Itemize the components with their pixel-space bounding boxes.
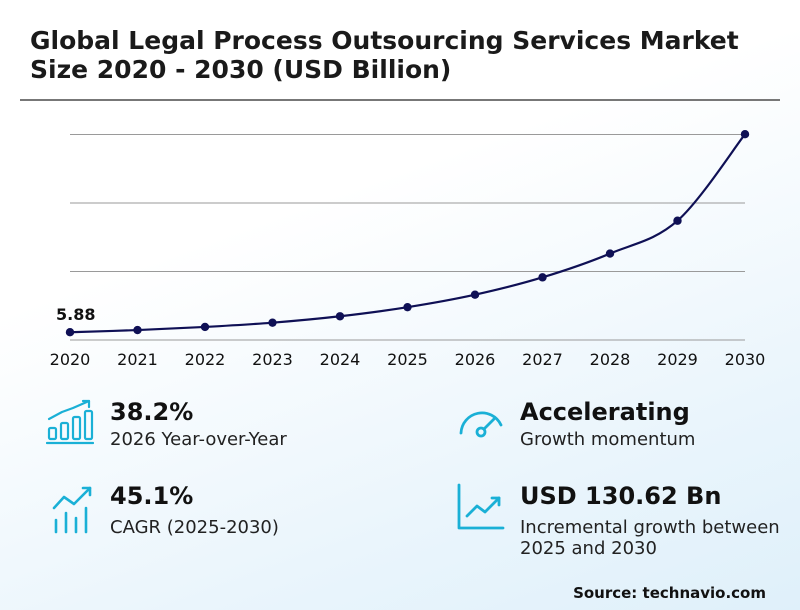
- kpi-value: USD 130.62 Bn: [520, 482, 722, 510]
- x-tick-label: 2030: [725, 350, 766, 369]
- x-tick-label: 2023: [252, 350, 293, 369]
- kpi-value: 45.1%: [110, 482, 194, 510]
- x-tick-label: 2021: [117, 350, 158, 369]
- data-label: 5.88: [56, 305, 95, 324]
- data-point: [470, 290, 480, 299]
- gridlines: [70, 134, 745, 341]
- speedometer-icon: [459, 411, 503, 438]
- data-point: [605, 249, 615, 258]
- data-point: [740, 130, 750, 139]
- x-tick-label: 2024: [320, 350, 361, 369]
- x-tick-label: 2028: [590, 350, 631, 369]
- kpi-label: Growth momentum: [520, 429, 696, 450]
- kpi-label: 2026 Year-over-Year: [110, 429, 287, 450]
- kpi-value: 38.2%: [110, 398, 194, 426]
- kpi-cagr: 45.1% CAGR (2025-2030): [52, 482, 382, 542]
- growth-chart-icon: [52, 486, 92, 534]
- bar-chart-growth-icon: [46, 399, 94, 445]
- kpi-yoy: 38.2% 2026 Year-over-Year: [46, 398, 376, 458]
- series-line: [69, 133, 746, 334]
- data-point: [335, 312, 345, 321]
- data-labels: 5.88: [56, 305, 95, 324]
- x-axis-ticks: 2020 2021 2022 2023 2024 2025 2026 2027 2028 2029…: [50, 350, 766, 369]
- data-point: [200, 322, 210, 332]
- x-tick-label: 2029: [657, 350, 698, 369]
- x-tick-label: 2020: [50, 350, 91, 369]
- kpi-momentum: Accelerating Growth momentum: [456, 398, 786, 458]
- kpi-incremental: USD 130.62 Bn Incremental growth between…: [456, 482, 796, 562]
- x-tick-label: 2026: [455, 350, 496, 369]
- x-tick-label: 2022: [185, 350, 226, 369]
- kpi-label: Incremental growth between 2025 and 2030: [520, 517, 780, 559]
- source-credit: Source: technavio.com: [573, 584, 766, 602]
- x-tick-label: 2025: [387, 350, 428, 369]
- kpi-value: Accelerating: [520, 398, 690, 426]
- title-divider: [20, 99, 780, 101]
- x-tick-label: 2027: [522, 350, 563, 369]
- data-points: [65, 130, 750, 337]
- data-point: [268, 318, 277, 327]
- data-point: [65, 328, 75, 337]
- chart-title: Global Legal Process Outsourcing Service…: [30, 26, 739, 84]
- line-trend-icon: [457, 483, 505, 530]
- kpi-label: CAGR (2025-2030): [110, 517, 279, 538]
- data-point: [673, 216, 682, 225]
- line-chart: 2020 2021 2022 2023 2024 2025 2026 2027 2028 2029…: [50, 130, 766, 369]
- data-point: [403, 302, 412, 312]
- data-point: [133, 325, 142, 335]
- data-point: [538, 273, 547, 282]
